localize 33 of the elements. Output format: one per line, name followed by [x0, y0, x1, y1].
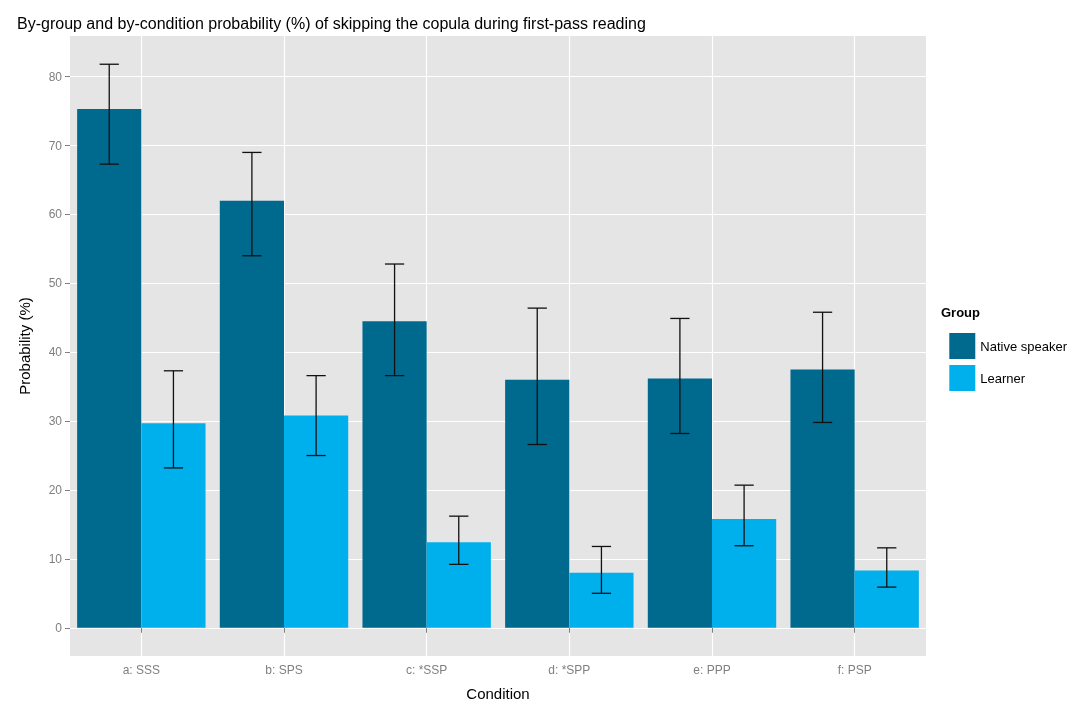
bar — [284, 415, 349, 628]
bar — [647, 378, 712, 628]
x-tick-label: f: PSP — [837, 663, 872, 677]
bar — [505, 379, 570, 628]
bar — [712, 518, 777, 628]
x-axis-title: Condition — [466, 685, 530, 702]
y-tick-label: 20 — [48, 482, 63, 497]
legend-label: Native speaker — [980, 338, 1068, 354]
bar — [77, 109, 142, 628]
y-tick-label: 0 — [55, 620, 63, 635]
x-tick-label: e: PPP — [693, 663, 731, 677]
bar — [790, 369, 855, 628]
bar — [219, 200, 284, 628]
x-tick-label: c: *SSP — [405, 663, 448, 677]
chart-title: By-group and by-condition probability (%) of skipping the copula during first-pass reading — [17, 14, 646, 32]
y-tick-label: 60 — [48, 207, 63, 222]
y-tick-label: 50 — [48, 276, 63, 291]
y-tick-label: 70 — [48, 138, 63, 153]
bar — [854, 570, 919, 628]
y-tick-label: 80 — [48, 69, 63, 84]
bar — [362, 321, 427, 628]
y-tick-label: 10 — [48, 551, 63, 566]
bar — [426, 542, 491, 628]
x-tick-label: d: *SPP — [548, 663, 591, 677]
y-axis-title: Probability (%) — [16, 297, 33, 395]
x-tick-label: b: SPS — [265, 663, 303, 677]
legend-label: Learner — [980, 370, 1026, 386]
legend-title: Group — [941, 305, 981, 320]
y-tick-label: 30 — [48, 414, 63, 429]
x-tick-label: a: SSS — [122, 663, 161, 677]
bar — [141, 423, 206, 628]
y-tick-label: 40 — [48, 345, 63, 360]
bar — [569, 572, 634, 628]
